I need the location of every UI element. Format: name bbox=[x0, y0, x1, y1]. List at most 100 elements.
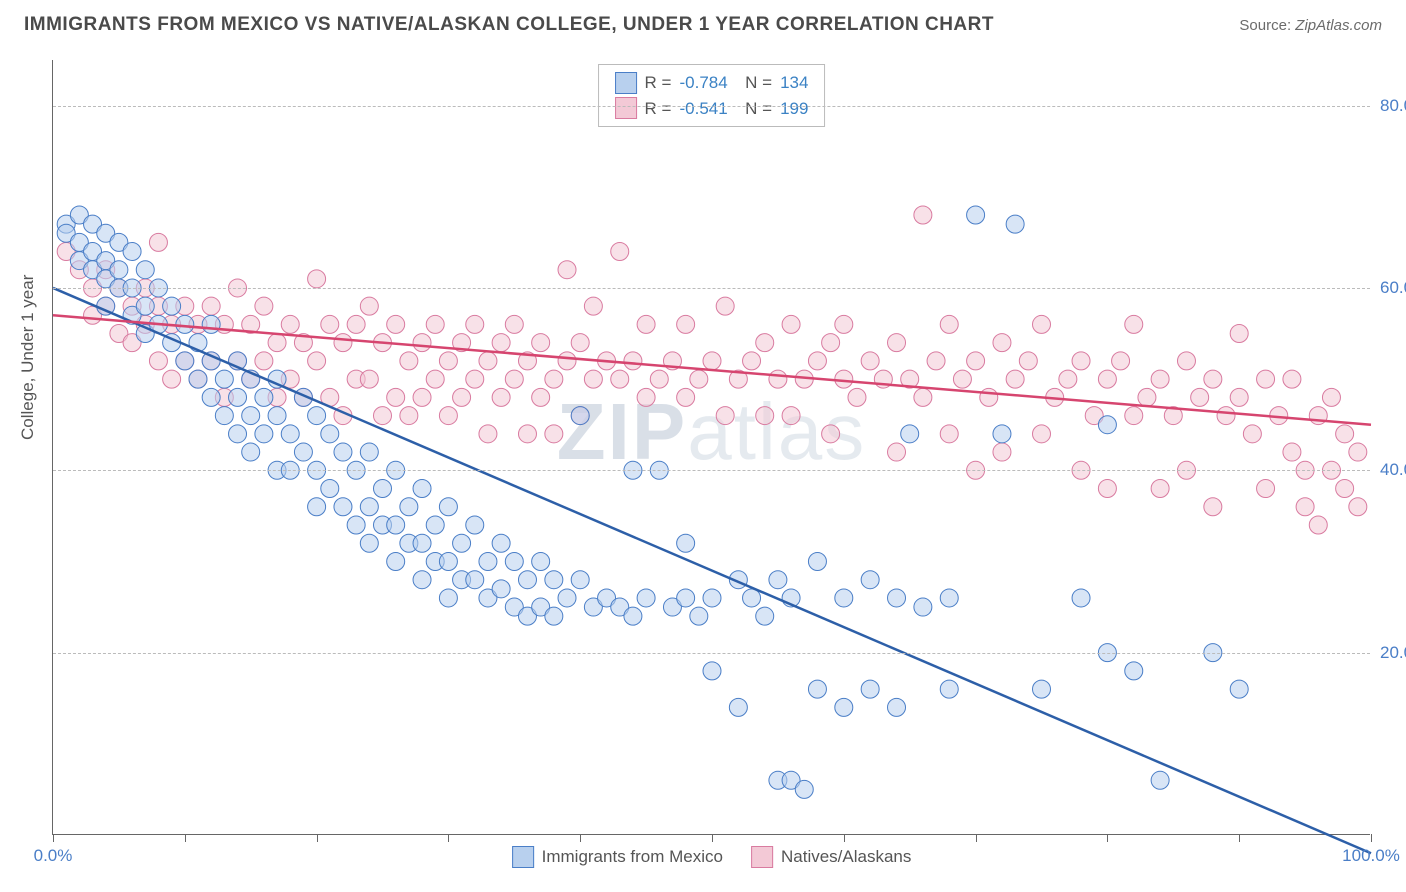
scatter-point bbox=[466, 370, 484, 388]
scatter-plot bbox=[53, 60, 1370, 834]
scatter-point bbox=[439, 589, 457, 607]
scatter-point bbox=[1283, 443, 1301, 461]
scatter-point bbox=[835, 315, 853, 333]
scatter-point bbox=[360, 534, 378, 552]
scatter-point bbox=[1072, 589, 1090, 607]
scatter-point bbox=[532, 552, 550, 570]
scatter-point bbox=[439, 407, 457, 425]
r-label: R = bbox=[645, 96, 672, 122]
scatter-point bbox=[782, 407, 800, 425]
regression-line bbox=[53, 288, 1371, 853]
scatter-point bbox=[1019, 352, 1037, 370]
scatter-point bbox=[215, 370, 233, 388]
scatter-point bbox=[1283, 370, 1301, 388]
scatter-point bbox=[400, 407, 418, 425]
scatter-point bbox=[993, 425, 1011, 443]
scatter-point bbox=[795, 780, 813, 798]
scatter-point bbox=[518, 425, 536, 443]
scatter-point bbox=[888, 334, 906, 352]
scatter-point bbox=[558, 352, 576, 370]
scatter-point bbox=[1309, 516, 1327, 534]
scatter-point bbox=[637, 315, 655, 333]
xtick bbox=[1239, 834, 1240, 842]
r-value: -0.541 bbox=[679, 96, 727, 122]
scatter-point bbox=[848, 388, 866, 406]
legend-item-0: Immigrants from Mexico bbox=[512, 846, 723, 868]
scatter-point bbox=[255, 352, 273, 370]
scatter-point bbox=[716, 297, 734, 315]
scatter-point bbox=[993, 334, 1011, 352]
scatter-point bbox=[1006, 370, 1024, 388]
scatter-point bbox=[1191, 388, 1209, 406]
scatter-point bbox=[624, 607, 642, 625]
scatter-point bbox=[1072, 352, 1090, 370]
scatter-point bbox=[492, 388, 510, 406]
y-axis-label: College, Under 1 year bbox=[18, 275, 38, 440]
chart-area: ZIPatlas R = -0.784 N = 134 R = -0.541 N… bbox=[52, 60, 1370, 835]
scatter-point bbox=[1322, 388, 1340, 406]
ytick-label: 40.0% bbox=[1380, 460, 1406, 480]
scatter-point bbox=[242, 407, 260, 425]
scatter-point bbox=[940, 315, 958, 333]
scatter-point bbox=[387, 315, 405, 333]
n-value: 199 bbox=[780, 96, 808, 122]
scatter-point bbox=[492, 580, 510, 598]
scatter-point bbox=[466, 516, 484, 534]
scatter-point bbox=[1336, 480, 1354, 498]
n-value: 134 bbox=[780, 70, 808, 96]
scatter-point bbox=[822, 425, 840, 443]
scatter-point bbox=[967, 352, 985, 370]
n-label: N = bbox=[736, 70, 772, 96]
scatter-point bbox=[1217, 407, 1235, 425]
scatter-point bbox=[387, 516, 405, 534]
scatter-point bbox=[1125, 662, 1143, 680]
scatter-point bbox=[1098, 370, 1116, 388]
scatter-point bbox=[1098, 416, 1116, 434]
legend-label: Natives/Alaskans bbox=[781, 847, 911, 867]
scatter-point bbox=[387, 552, 405, 570]
scatter-point bbox=[532, 388, 550, 406]
scatter-point bbox=[571, 571, 589, 589]
scatter-point bbox=[176, 352, 194, 370]
scatter-point bbox=[229, 388, 247, 406]
scatter-point bbox=[861, 680, 879, 698]
scatter-point bbox=[426, 370, 444, 388]
r-value: -0.784 bbox=[679, 70, 727, 96]
scatter-point bbox=[743, 589, 761, 607]
legend-item-1: Natives/Alaskans bbox=[751, 846, 911, 868]
scatter-point bbox=[1059, 370, 1077, 388]
scatter-point bbox=[1230, 388, 1248, 406]
scatter-point bbox=[413, 571, 431, 589]
scatter-point bbox=[1336, 425, 1354, 443]
scatter-point bbox=[189, 370, 207, 388]
scatter-point bbox=[980, 388, 998, 406]
scatter-point bbox=[927, 352, 945, 370]
scatter-point bbox=[835, 370, 853, 388]
scatter-point bbox=[163, 370, 181, 388]
scatter-point bbox=[413, 534, 431, 552]
scatter-point bbox=[110, 261, 128, 279]
xtick bbox=[580, 834, 581, 842]
scatter-point bbox=[1033, 680, 1051, 698]
scatter-point bbox=[202, 315, 220, 333]
scatter-point bbox=[677, 589, 695, 607]
scatter-point bbox=[149, 233, 167, 251]
source-attribution: Source: ZipAtlas.com bbox=[1239, 17, 1382, 34]
scatter-point bbox=[229, 425, 247, 443]
scatter-point bbox=[1098, 480, 1116, 498]
scatter-point bbox=[505, 370, 523, 388]
scatter-point bbox=[584, 370, 602, 388]
n-label: N = bbox=[736, 96, 772, 122]
scatter-point bbox=[334, 334, 352, 352]
scatter-point bbox=[321, 425, 339, 443]
scatter-point bbox=[782, 315, 800, 333]
scatter-point bbox=[374, 480, 392, 498]
scatter-point bbox=[426, 516, 444, 534]
scatter-point bbox=[268, 407, 286, 425]
xtick-label: 0.0% bbox=[34, 846, 73, 866]
scatter-point bbox=[492, 534, 510, 552]
gridline bbox=[53, 653, 1370, 654]
scatter-point bbox=[703, 589, 721, 607]
gridline bbox=[53, 106, 1370, 107]
scatter-point bbox=[413, 480, 431, 498]
